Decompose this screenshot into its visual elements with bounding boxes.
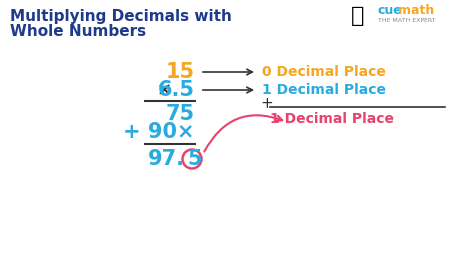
Text: 0 Decimal Place: 0 Decimal Place: [262, 65, 386, 79]
Text: 5: 5: [187, 149, 201, 169]
Text: +: +: [260, 96, 273, 112]
Text: 1 Decimal Place: 1 Decimal Place: [270, 112, 394, 126]
Text: 75: 75: [166, 104, 195, 124]
Text: 6.5: 6.5: [158, 80, 195, 100]
Text: cue: cue: [378, 4, 403, 16]
Text: + 90×: + 90×: [124, 122, 195, 142]
Text: 97.: 97.: [148, 149, 185, 169]
Text: Whole Numbers: Whole Numbers: [10, 24, 146, 39]
Text: math: math: [398, 4, 434, 16]
Text: ×: ×: [157, 81, 172, 99]
Text: THE MATH EXPERT: THE MATH EXPERT: [378, 18, 436, 22]
Text: 15: 15: [166, 62, 195, 82]
Text: 🚀: 🚀: [351, 6, 365, 26]
Text: 1 Decimal Place: 1 Decimal Place: [262, 83, 386, 97]
Text: Multiplying Decimals with: Multiplying Decimals with: [10, 8, 232, 24]
